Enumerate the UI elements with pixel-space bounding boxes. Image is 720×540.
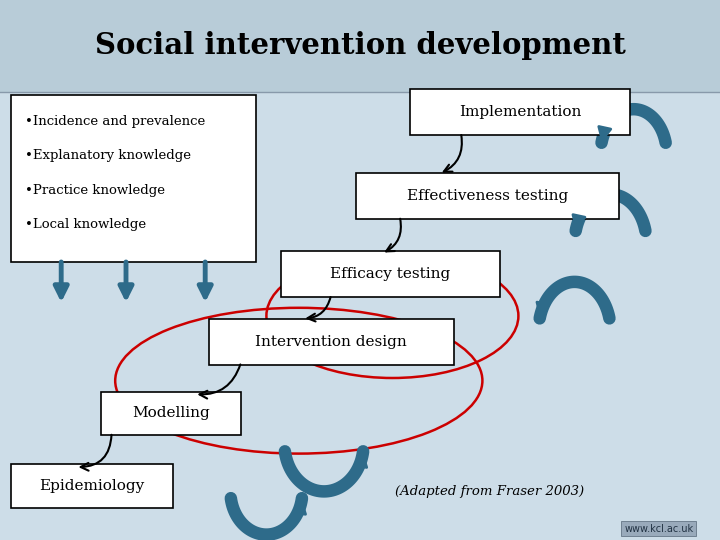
Text: Efficacy testing: Efficacy testing	[330, 267, 451, 281]
FancyBboxPatch shape	[410, 89, 630, 135]
FancyBboxPatch shape	[356, 173, 619, 219]
Text: •Incidence and prevalence: •Incidence and prevalence	[25, 115, 205, 128]
FancyBboxPatch shape	[11, 464, 173, 508]
Text: •Explanatory knowledge: •Explanatory knowledge	[25, 150, 192, 163]
Text: www.kcl.ac.uk: www.kcl.ac.uk	[624, 523, 693, 534]
Text: Implementation: Implementation	[459, 105, 581, 119]
Text: Epidemiology: Epidemiology	[39, 479, 145, 493]
Text: Modelling: Modelling	[132, 406, 210, 420]
Text: •Local knowledge: •Local knowledge	[25, 218, 146, 231]
FancyBboxPatch shape	[101, 392, 241, 435]
FancyBboxPatch shape	[0, 92, 720, 540]
Text: Social intervention development: Social intervention development	[94, 31, 626, 60]
FancyBboxPatch shape	[0, 0, 720, 92]
FancyBboxPatch shape	[281, 251, 500, 297]
Text: (Adapted from Fraser 2003): (Adapted from Fraser 2003)	[395, 485, 584, 498]
Text: Intervention design: Intervention design	[256, 335, 407, 348]
Text: Effectiveness testing: Effectiveness testing	[408, 189, 568, 202]
FancyBboxPatch shape	[209, 319, 454, 364]
FancyBboxPatch shape	[11, 94, 256, 262]
Text: •Practice knowledge: •Practice knowledge	[25, 184, 165, 197]
